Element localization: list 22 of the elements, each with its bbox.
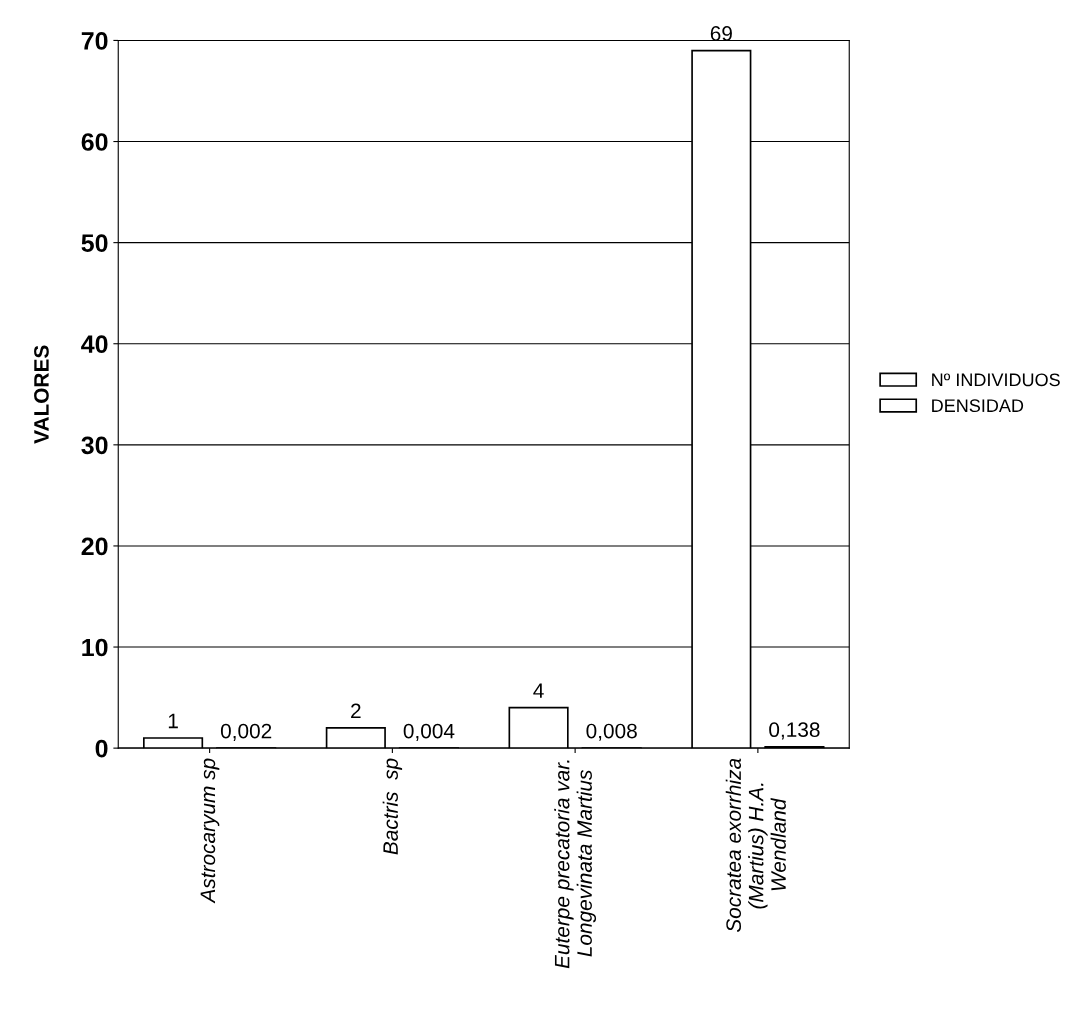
x-tick-label: Euterpe precatoria var. Longevinata Martius bbox=[554, 760, 597, 969]
data-label: 1 bbox=[168, 713, 178, 729]
data-label: 0,138 bbox=[769, 722, 820, 740]
data-label: 0,004 bbox=[403, 723, 455, 741]
x-tick-label: Socratea exorrhiza (Martius) H.A. Wendland bbox=[725, 758, 786, 933]
legend-label: DENSIDAD bbox=[932, 399, 1024, 413]
y-tick-label: 0 bbox=[95, 739, 108, 758]
legend-label: Nº INDIVIDUOS bbox=[932, 373, 1060, 387]
data-label: 4 bbox=[533, 683, 544, 698]
y-tick-label: 50 bbox=[81, 234, 108, 252]
x-tick-label: Astrocaryum sp bbox=[200, 758, 220, 904]
y-axis-title: VALORES bbox=[34, 345, 49, 444]
y-tick-label: 20 bbox=[81, 537, 108, 556]
y-tick-label: 40 bbox=[81, 335, 108, 354]
y-tick-label: 30 bbox=[81, 436, 108, 455]
x-tick-label: Bactris sp bbox=[382, 758, 403, 855]
data-label: 0,008 bbox=[586, 723, 637, 741]
y-tick-label: 60 bbox=[81, 133, 108, 151]
data-label: 0,002 bbox=[220, 723, 272, 741]
data-label: 2 bbox=[351, 703, 361, 719]
y-tick-label: 10 bbox=[82, 638, 108, 657]
y-tick-label: 70 bbox=[81, 32, 108, 50]
